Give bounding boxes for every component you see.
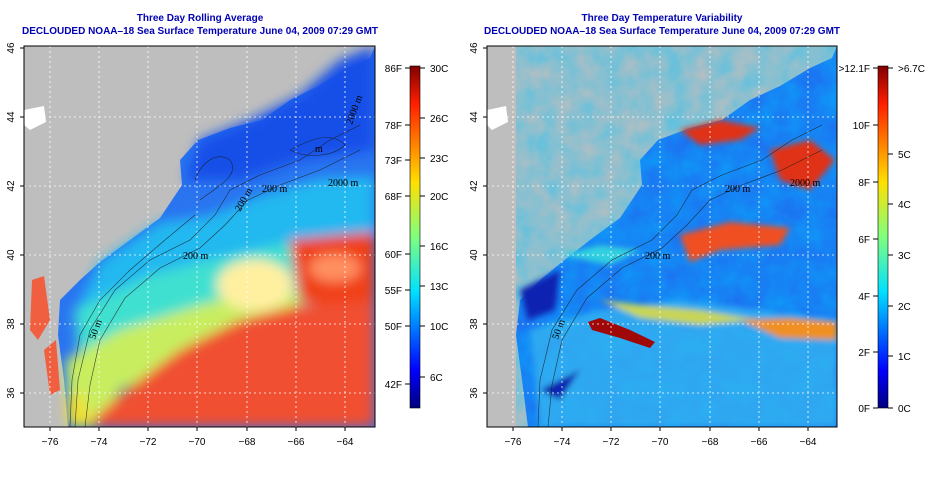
left-x-tick: −70 <box>189 437 206 448</box>
right-x-tick: −68 <box>702 437 719 448</box>
left-frame <box>23 45 376 428</box>
left-x-tick: −74 <box>91 437 108 448</box>
right-y-tick: 46 <box>469 42 480 54</box>
left-x-tick: −66 <box>288 437 305 448</box>
right-y-tick: 42 <box>469 180 480 192</box>
right-colorbar <box>877 65 889 409</box>
left-contour-label-1: 200 m <box>183 251 209 262</box>
right-title: Three Day Temperature Variability <box>582 13 743 24</box>
right-cb-c: 3C <box>898 251 911 262</box>
right-cb-f: 6F <box>858 235 870 246</box>
right-cb-f: 10F <box>853 121 870 132</box>
right-contour-label-2: 2000 m <box>790 178 821 189</box>
right-map: 200 m 2000 m 200 m 50 m <box>487 46 837 427</box>
left-cb-c: 13C <box>430 282 448 293</box>
left-title: Three Day Rolling Average <box>137 13 264 24</box>
right-cb-f: 8F <box>858 178 870 189</box>
right-cb-c: 2C <box>898 302 911 313</box>
left-cb-c: 16C <box>430 242 448 253</box>
left-contour-label-4: 2000 m <box>328 178 359 189</box>
right-cb-c: 4C <box>898 200 911 211</box>
left-cb-f: 42F <box>385 380 402 391</box>
left-grid <box>24 46 375 427</box>
right-contour-label-3: 200 m <box>725 184 751 195</box>
right-frame <box>486 45 838 428</box>
left-panel: Three Day Rolling Average DECLOUDED NOAA… <box>6 13 448 448</box>
left-axis-ticks <box>20 47 346 431</box>
right-colorbar-ticks <box>873 67 893 409</box>
left-cb-f: 55F <box>385 286 402 297</box>
right-x-tick: −72 <box>603 437 620 448</box>
left-cb-f: 60F <box>385 250 402 261</box>
left-colorbar-ticks <box>405 67 425 385</box>
left-colorbar <box>409 65 421 409</box>
left-cb-c: 26C <box>430 114 448 125</box>
left-x-tick: −68 <box>239 437 256 448</box>
left-y-tick: 46 <box>6 42 17 54</box>
left-contour-label-3: 200 m <box>262 184 288 195</box>
left-y-tick: 40 <box>6 249 17 261</box>
right-axis-ticks <box>483 47 809 431</box>
left-cb-c: 10C <box>430 322 448 333</box>
right-x-tick: −70 <box>652 437 669 448</box>
right-x-tick: −64 <box>800 437 817 448</box>
left-contour-label-7: m <box>315 144 323 155</box>
right-y-tick: 38 <box>469 318 480 330</box>
left-y-tick: 44 <box>6 111 17 123</box>
left-y-tick: 42 <box>6 180 17 192</box>
left-cb-f: 73F <box>385 156 402 167</box>
right-x-tick: −74 <box>554 437 571 448</box>
right-cb-c: 5C <box>898 150 911 161</box>
right-cb-f: 0F <box>858 404 870 415</box>
right-grid <box>487 46 837 427</box>
right-x-tick: −76 <box>505 437 522 448</box>
right-contour-label-1: 200 m <box>645 251 671 262</box>
right-cb-c: >6.7C <box>898 64 925 75</box>
left-cb-f: 50F <box>385 322 402 333</box>
left-map: 200 m 200 m 200 m 2000 m 2000 m 50 m m <box>24 46 375 427</box>
right-cb-c: 1C <box>898 352 911 363</box>
right-contours <box>537 124 823 427</box>
left-cb-c: 23C <box>430 154 448 165</box>
right-cb-f: 2F <box>858 348 870 359</box>
right-cb-c: 0C <box>898 404 911 415</box>
left-y-tick: 38 <box>6 318 17 330</box>
right-y-tick: 44 <box>469 111 480 123</box>
left-cb-f: 78F <box>385 121 402 132</box>
left-cb-f: 68F <box>385 192 402 203</box>
left-y-tick: 36 <box>6 387 17 399</box>
left-x-tick: −72 <box>140 437 157 448</box>
left-cb-c: 20C <box>430 192 448 203</box>
right-high-variability-streak <box>588 318 655 348</box>
left-contours <box>69 124 361 427</box>
right-x-tick: −66 <box>751 437 768 448</box>
right-cb-f: 4F <box>858 292 870 303</box>
left-cb-c: 30C <box>430 64 448 75</box>
left-x-tick: −64 <box>337 437 354 448</box>
left-cb-c: 6C <box>430 373 443 384</box>
right-subtitle: DECLOUDED NOAA–18 Sea Surface Temperatur… <box>484 26 840 37</box>
right-panel: Three Day Temperature Variability DECLOU… <box>469 13 925 448</box>
right-y-tick: 36 <box>469 387 480 399</box>
left-x-tick: −76 <box>42 437 59 448</box>
right-y-tick: 40 <box>469 249 480 261</box>
left-sst-field <box>66 46 375 427</box>
right-cb-f: >12.1F <box>839 64 870 75</box>
left-subtitle: DECLOUDED NOAA–18 Sea Surface Temperatur… <box>22 26 378 37</box>
left-cb-f: 86F <box>385 64 402 75</box>
